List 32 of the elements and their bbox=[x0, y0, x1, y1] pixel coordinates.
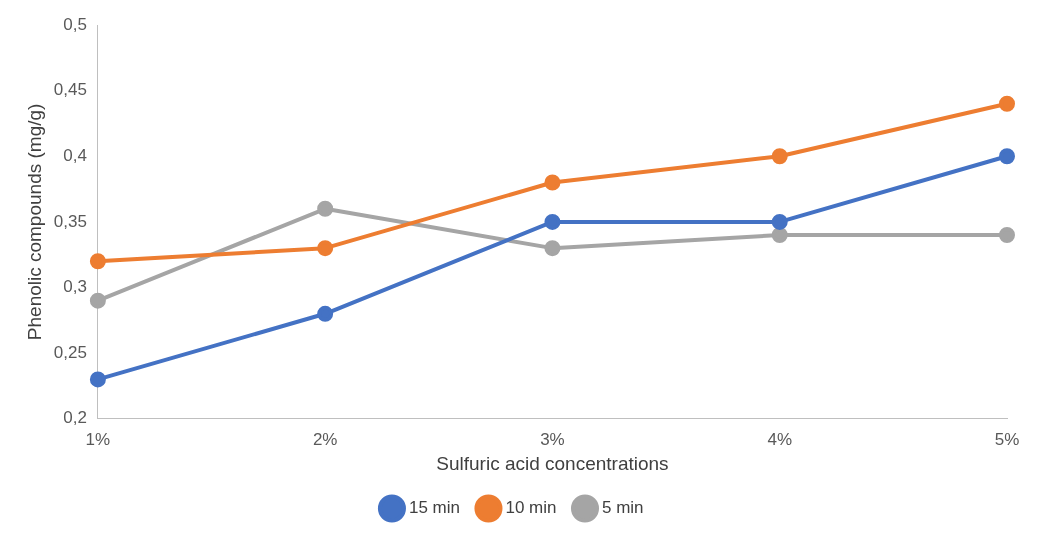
y-axis-title: Phenolic compounds (mg/g) bbox=[23, 103, 45, 341]
point bbox=[544, 213, 561, 230]
y-tick-label: 0,3 bbox=[63, 277, 87, 297]
legend-label: 10 min bbox=[505, 498, 557, 518]
x-tick-label: 5% bbox=[994, 429, 1020, 449]
y-tick-label: 0,5 bbox=[63, 14, 87, 34]
point bbox=[544, 240, 561, 257]
point bbox=[999, 227, 1015, 244]
point bbox=[999, 148, 1015, 165]
x-tick-label: 1% bbox=[85, 429, 111, 449]
point bbox=[89, 292, 106, 309]
point bbox=[317, 305, 334, 322]
y-tick-label: 0,25 bbox=[53, 342, 87, 362]
x-tick-label: 3% bbox=[540, 429, 565, 449]
point bbox=[771, 227, 788, 244]
point bbox=[999, 95, 1015, 112]
point bbox=[89, 253, 106, 270]
x-tick-label: 4% bbox=[767, 429, 793, 449]
point bbox=[317, 200, 334, 217]
y-tick-label: 0,45 bbox=[53, 80, 87, 100]
x-tick-label: 2% bbox=[312, 429, 338, 449]
legend-label: 15 min bbox=[408, 498, 460, 518]
point bbox=[544, 174, 561, 191]
y-tick-label: 0,4 bbox=[63, 145, 87, 165]
point bbox=[89, 371, 106, 388]
point bbox=[771, 213, 788, 230]
point bbox=[771, 148, 788, 165]
x-axis-title: Sulfuric acid concentrations bbox=[436, 452, 669, 474]
y-tick-label: 0,2 bbox=[63, 408, 87, 428]
point bbox=[317, 240, 334, 257]
y-tick-label: 0,35 bbox=[53, 211, 87, 231]
legend-label: 5 min bbox=[601, 498, 644, 518]
